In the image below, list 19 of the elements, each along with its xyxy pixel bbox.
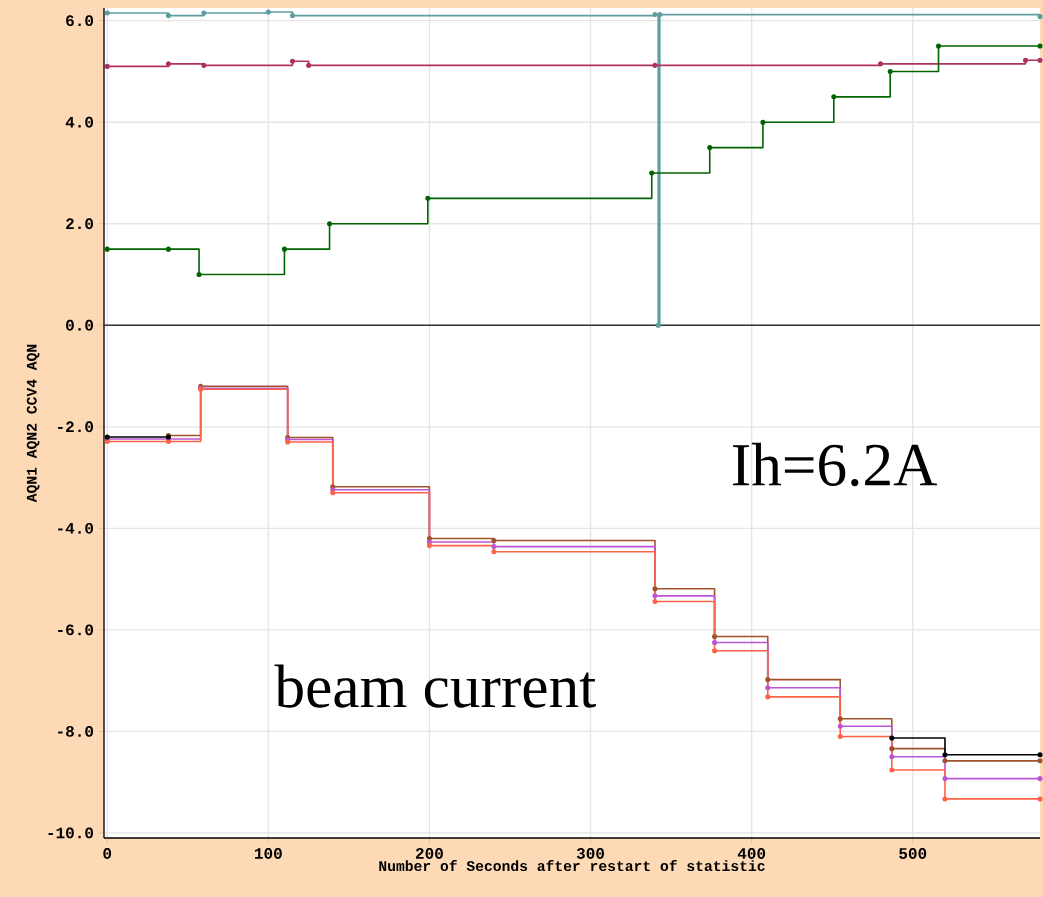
x-tick-label: 200 (415, 848, 443, 859)
y-tick-label: 4.0 (65, 116, 94, 128)
x-tick-label: 100 (255, 848, 282, 859)
annotation: beam current (274, 664, 596, 708)
x-tick-label: 500 (899, 848, 927, 859)
y-tick-label: -8.0 (58, 725, 94, 737)
x-axis-title: Number of Seconds after restart of statistic (379, 860, 765, 872)
y-tick-label: 6.0 (66, 15, 94, 27)
y-axis-title: AQN1 AQN2 CCV4 AQN (26, 344, 40, 503)
y-tick-label: -2.0 (58, 421, 94, 433)
annotation: Ih=6.2A (732, 442, 937, 487)
x-tick-label: 400 (737, 848, 766, 859)
x-tick-label: 300 (576, 848, 605, 859)
y-tick-label: 0.0 (66, 319, 94, 331)
y-tick-label: -4.0 (58, 522, 94, 534)
y-tick-label: -10.0 (48, 827, 94, 839)
x-tick-label: 0 (103, 848, 112, 859)
y-tick-label: 2.0 (66, 218, 94, 230)
y-tick-label: -6.0 (58, 624, 94, 636)
